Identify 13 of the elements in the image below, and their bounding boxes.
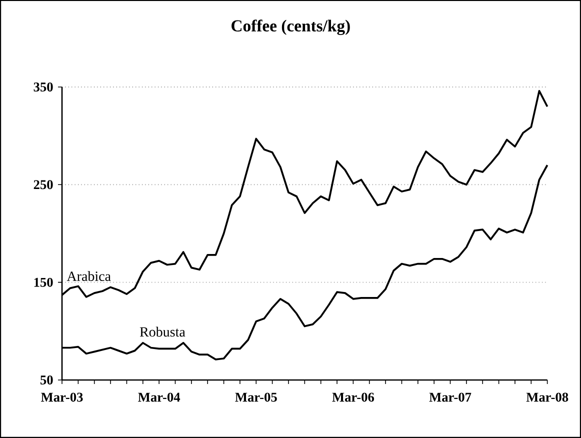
x-tick-label: Mar-06 [332,392,374,402]
series-label: Robusta [140,326,186,337]
series-label: Arabica [66,271,111,281]
y-tick-label: 250 [34,180,53,190]
y-tick-label: 150 [34,278,53,287]
y-tick-label: 350 [34,82,53,92]
x-tick-label: Mar-04 [138,392,180,402]
x-tick-label: Mar-08 [526,392,568,402]
x-tick-label: Mar-07 [429,392,472,402]
chart-title: Coffee (cents/kg) [232,20,350,36]
x-tick-label: Mar-03 [41,392,83,402]
y-tick-label: 50 [40,375,53,384]
x-tick-label: Mar-05 [235,392,277,402]
